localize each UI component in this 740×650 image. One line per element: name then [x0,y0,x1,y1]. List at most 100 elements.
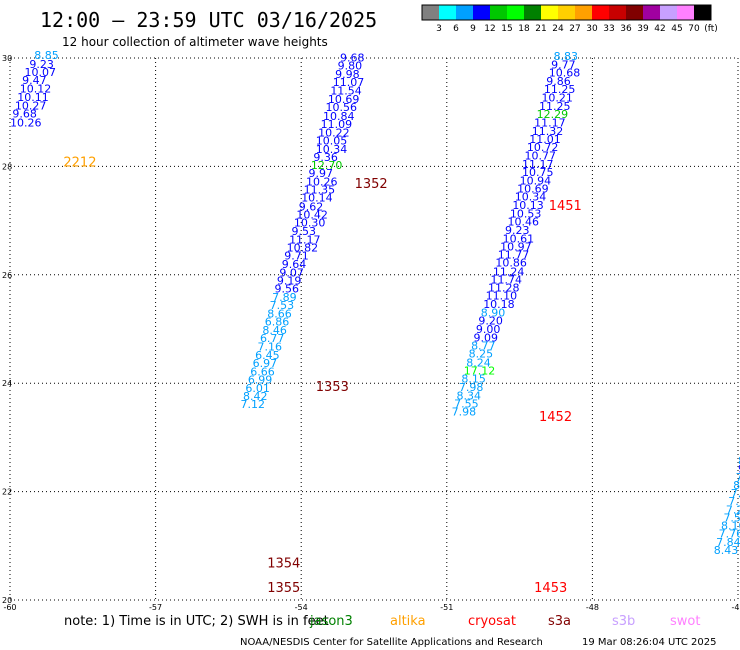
wave-height-value: 17.12 [464,365,496,378]
colorbar-label: 6 [453,24,459,34]
wave-height-value: 10.22 [318,127,350,140]
colorbar-label: 36 [620,24,632,34]
wave-height-value: 7.12 [241,398,265,411]
colorbar-swatch [609,5,626,20]
wave-height-value: 11.17 [534,116,566,129]
wave-height-value: 7.89 [272,291,297,304]
satellite-legend-item: s3a [548,614,571,629]
wave-height-value: 9.86 [546,75,571,88]
colorbar-swatch [422,5,439,20]
wave-height-value: 11.09 [321,118,353,131]
wave-height-value: 9.71 [284,250,309,263]
wave-height-value: 11.54 [330,84,362,97]
wave-height-value: 10.68 [549,66,581,79]
colorbar-swatch [575,5,592,20]
colorbar-swatch [643,5,660,20]
wave-height-value: 10.84 [323,110,355,123]
wave-height-value: 10.53 [510,207,541,220]
wave-height-value: 9.80 [338,59,363,72]
colorbar-label: 18 [518,24,530,34]
y-tick-label: 26 [2,271,12,280]
y-tick-label: 28 [2,162,12,171]
colorbar-label: 15 [501,24,512,34]
wave-height-value: 8.83 [554,50,579,63]
wave-height-value: 9 [738,463,740,476]
wave-height-value: 7.76 [719,528,740,541]
colorbar-swatch [490,5,507,20]
wave-height-value: 6.86 [265,316,290,329]
wave-height-value: 6.77 [260,332,285,345]
wave-height-value: 8.43 [714,544,739,557]
wave-height-value: 9.09 [473,331,498,344]
wave-height-value: 8.85 [34,49,59,62]
colorbar-swatch [694,5,711,20]
colorbar-swatch [626,5,643,20]
wave-height-value: 11.77 [498,249,530,262]
colorbar-swatch [456,5,473,20]
wave-height-value: 11.25 [544,83,576,96]
wave-height-value: 11.17 [522,158,554,171]
wave-height-value: 7.55 [454,398,479,411]
x-tick-label: -45 [731,603,740,612]
wave-height-value: 9.77 [551,58,576,71]
wave-height-value: 12.70 [311,159,343,172]
y-tick-label: 20 [2,596,12,605]
grid-lines [9,57,739,601]
wave-height-value: 10.18 [483,298,515,311]
x-tick-label: -48 [586,603,599,612]
colorbar-swatch [660,5,677,20]
wave-height-value: 10.94 [520,174,552,187]
wave-height-value: 9.53 [291,225,316,238]
footer-timestamp: 19 Mar 08:26:04 UTC 2025 [582,637,717,648]
wave-height-value: 9.20 [478,315,503,328]
wave-height-value: 8.15 [461,373,486,386]
pass-time-label: 1354 [267,556,300,571]
wave-height-value: 10.30 [294,217,326,230]
wave-height-value: 7.98 [452,406,477,419]
colorbar-label: 30 [586,24,598,34]
wave-height-value: 10.14 [301,192,333,205]
wave-height-value: 10.61 [503,232,535,245]
satellite-legend-item: altika [390,614,426,629]
wave-height-value: 7.53 [270,299,295,312]
chart-subtitle: 12 hour collection of altimeter wave hei… [62,35,328,49]
wave-height-value: 8.34 [457,389,482,402]
wave-height-value: 7.22 [726,503,740,516]
wave-height-value: 8.25 [469,348,494,361]
colorbar-label: 33 [603,24,614,34]
colorbar-label: 42 [654,24,665,34]
wave-height-value: 9.07 [279,266,304,279]
color-scale-legend: 3 6 9 12 15 18 21 24 27 30 33 36 39 42 45 70 (ft) [421,4,718,34]
wave-height-value: 11.07 [333,76,365,89]
satellite-legend-item: cryosat [468,614,516,629]
wave-height-value: 7.5 [731,487,740,500]
colorbar-swatch [592,5,609,20]
wave-height-value: 6.01 [245,382,269,395]
colorbar-label: 45 [671,24,682,34]
wave-height-value: 11.24 [493,265,525,278]
wave-height-value: 10.97 [500,240,531,253]
wave-height-value: 9.47 [22,74,46,87]
wave-height-value: 10.12 [20,83,51,96]
wave-height-value: 10.46 [507,215,539,228]
wave-height-points: 8.859.2310.079.4710.1210.1110.279.6810.2… [10,49,740,557]
pass-time-label: 2212 [63,155,96,170]
pass-time-label: 1353 [316,380,349,395]
wave-height-value: 8.24 [466,356,491,369]
wave-height-value: 10.21 [541,91,573,104]
wave-height-value: 7.50 [723,511,740,524]
wave-height-value: 10.07 [25,66,56,79]
wave-height-value: 7.16 [258,341,283,354]
satellite-legend-item: swot [670,614,700,629]
wave-height-value: 8 [738,455,740,468]
wave-height-value: 7.98 [459,381,484,394]
wave-height-value: 10.69 [328,93,360,106]
pass-time-label: 1352 [355,177,388,192]
wave-height-value: 9.56 [275,283,300,296]
colorbar-label: 27 [569,24,580,34]
footer-credit: NOAA/NESDIS Center for Satellite Applica… [240,637,543,648]
pass-time-label: 1355 [267,581,300,596]
colorbar-label: 39 [637,24,649,34]
